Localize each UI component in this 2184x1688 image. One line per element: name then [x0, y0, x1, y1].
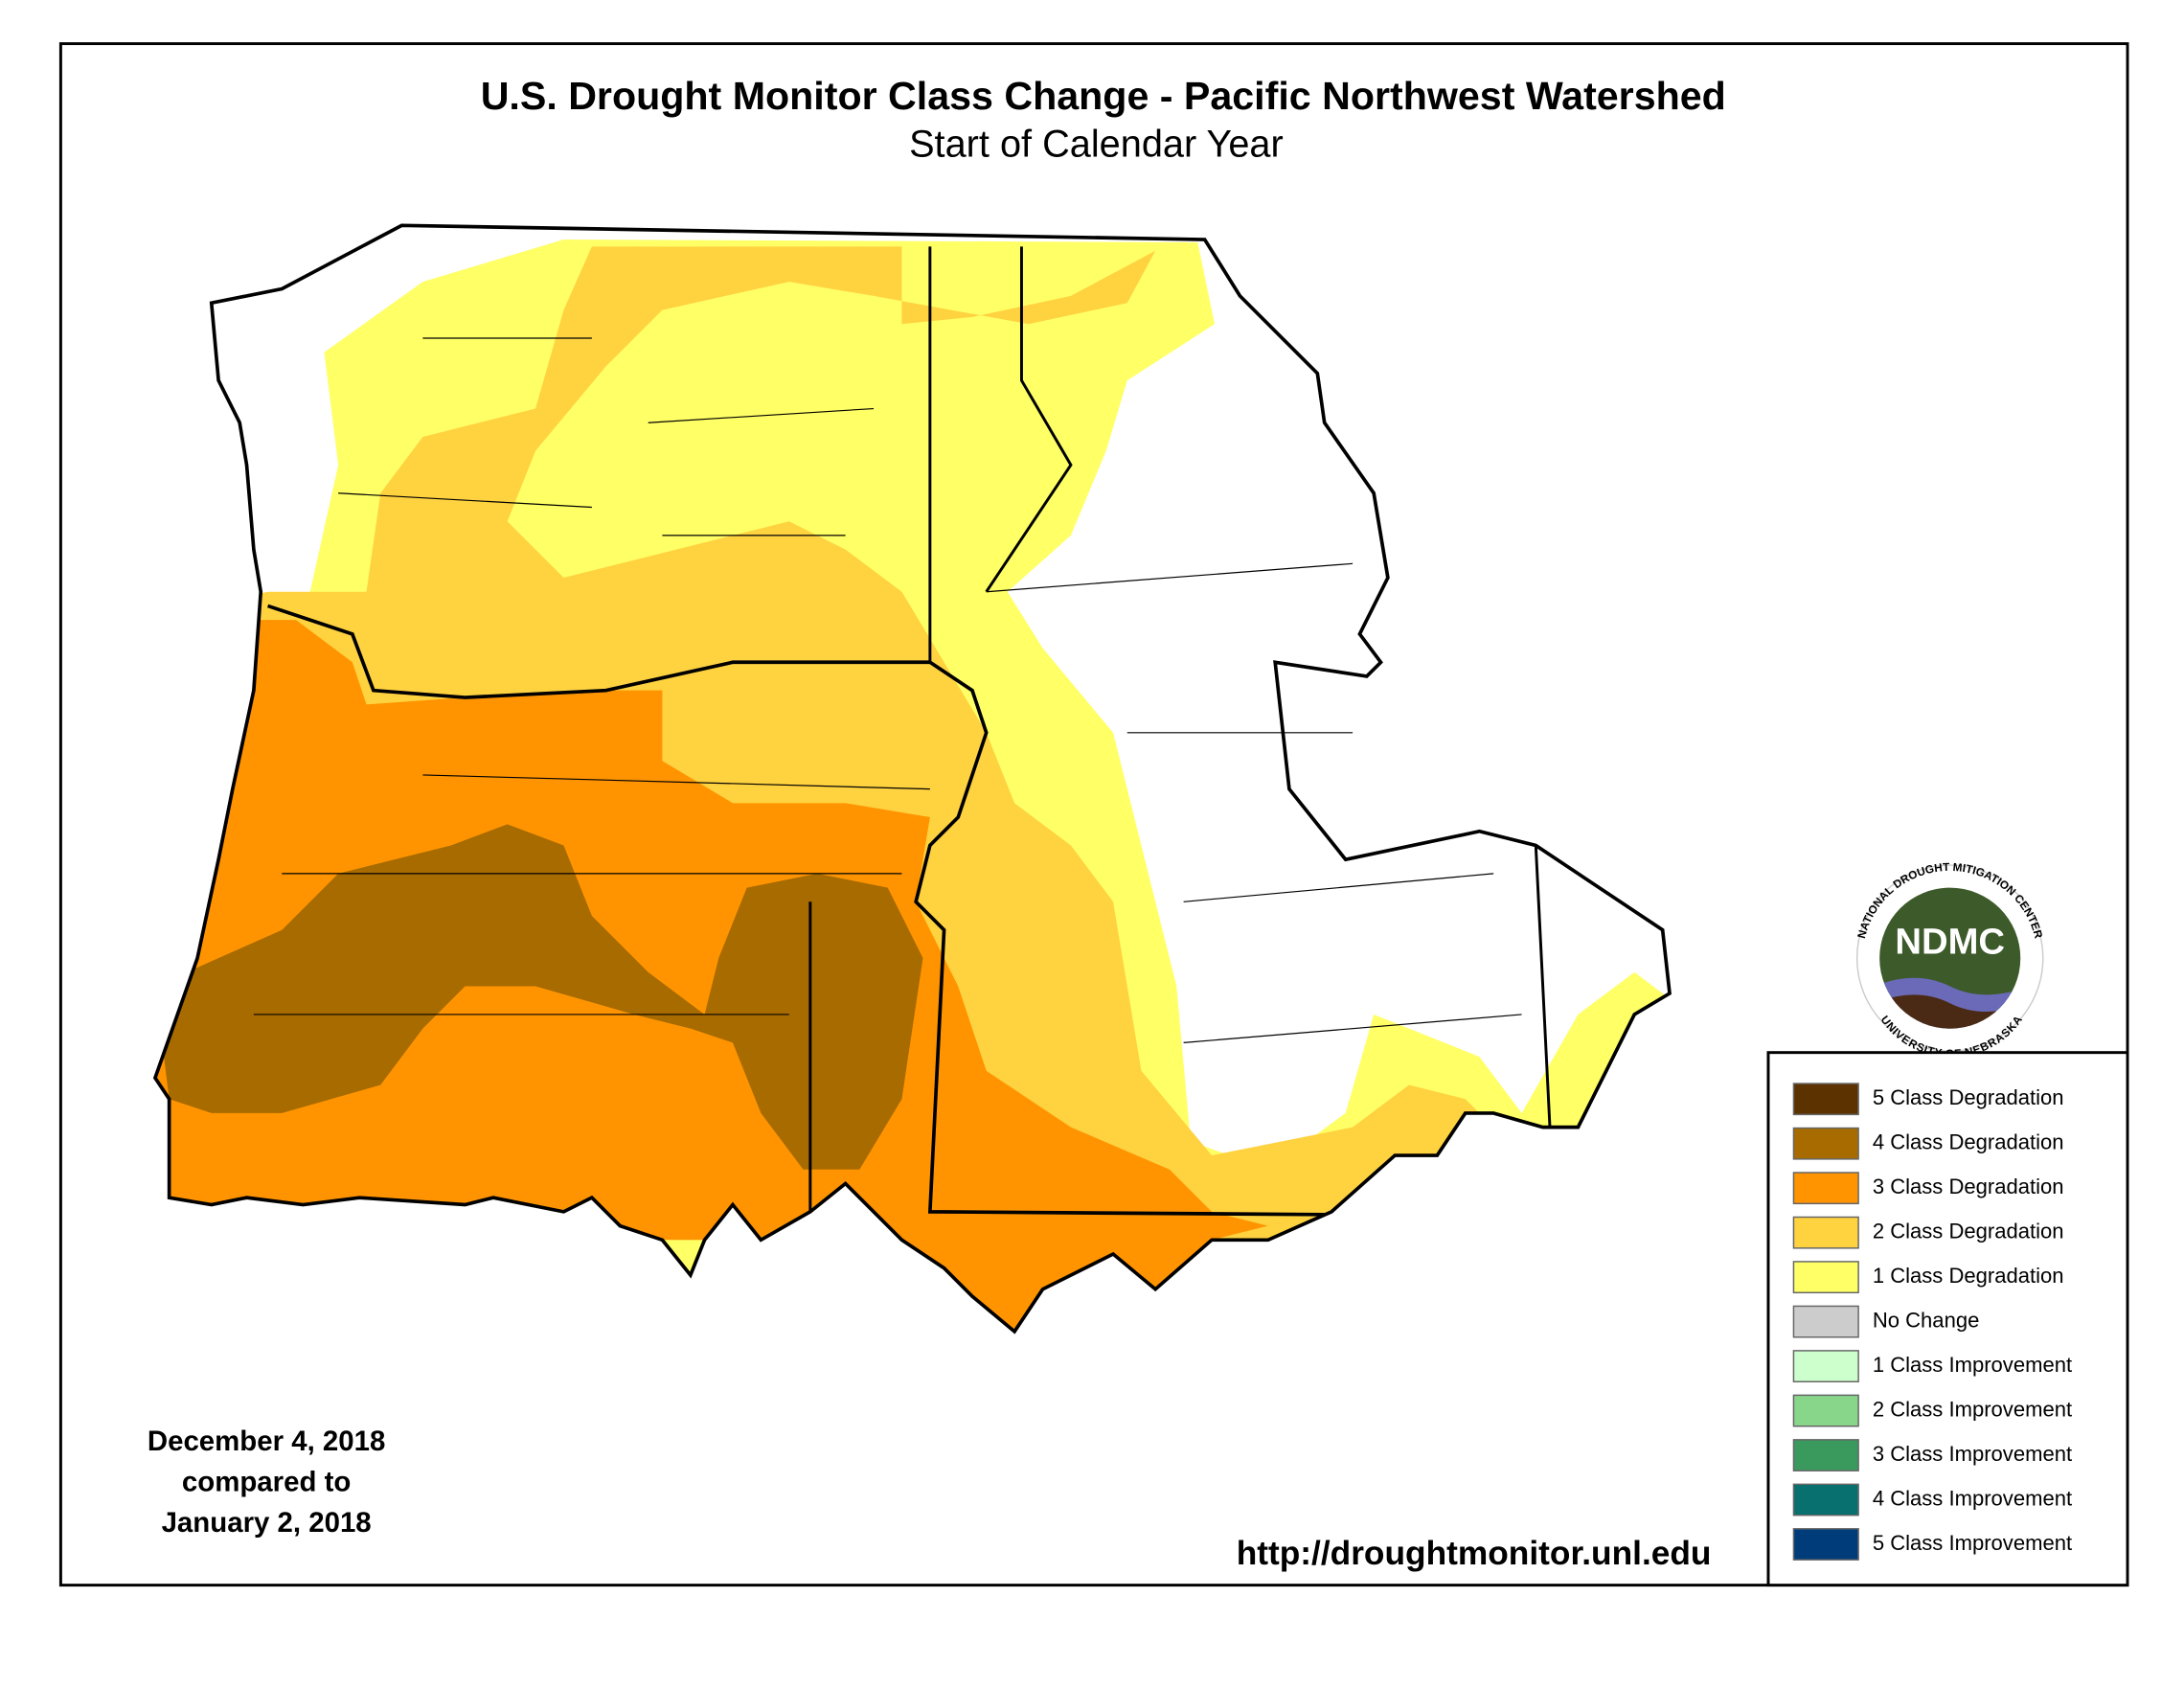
class-4-area [154, 824, 923, 1170]
legend-swatch [1792, 1350, 1859, 1382]
date-line: compared to [182, 1467, 351, 1498]
legend-swatch [1792, 1483, 1859, 1517]
legend-items: 5 Class Degradation 4 Class Degradation 3 … [1792, 1083, 2072, 1561]
legend-label: 3 Class Improvement [1873, 1442, 2072, 1466]
legend-label: 3 Class Degradation [1873, 1175, 2064, 1198]
legend-label: 2 Class Improvement [1873, 1397, 2072, 1421]
ndmc-logo: NDMC NATIONAL DROUGHT MITIGATION CENTER … [1855, 861, 2045, 1061]
legend-swatch [1792, 1127, 1859, 1160]
title: U.S. Drought Monitor Class Change - Paci… [481, 74, 1726, 118]
date-note: December 4, 2018 compared to January 2, … [148, 1426, 385, 1539]
subtitle: Start of Calendar Year [909, 123, 1284, 165]
legend-label: 5 Class Improvement [1873, 1531, 2072, 1555]
drought-map [154, 225, 1671, 1332]
legend-swatch [1792, 1305, 1859, 1338]
legend-swatch [1792, 1394, 1859, 1427]
legend-swatch [1792, 1439, 1859, 1471]
date-line: January 2, 2018 [162, 1507, 372, 1539]
legend-swatch [1792, 1172, 1859, 1205]
legend-swatch [1792, 1216, 1859, 1249]
legend-label: 2 Class Degradation [1873, 1219, 2064, 1243]
legend-swatch [1792, 1083, 1859, 1116]
legend-label: 5 Class Degradation [1873, 1085, 2064, 1109]
date-line: December 4, 2018 [148, 1426, 385, 1457]
logo-name: NDMC [1895, 922, 2005, 963]
legend-swatch [1792, 1528, 1859, 1561]
legend-label: No Change [1873, 1308, 1980, 1332]
legend-label: 1 Class Improvement [1873, 1353, 2072, 1377]
legend-label: 4 Class Degradation [1873, 1130, 2064, 1154]
legend-swatch [1792, 1261, 1859, 1294]
legend-label: 4 Class Improvement [1873, 1486, 2072, 1510]
boundaries [153, 223, 1672, 1334]
source-url: http://droughtmonitor.unl.edu [1237, 1535, 1712, 1572]
legend-label: 1 Class Degradation [1873, 1264, 2064, 1288]
